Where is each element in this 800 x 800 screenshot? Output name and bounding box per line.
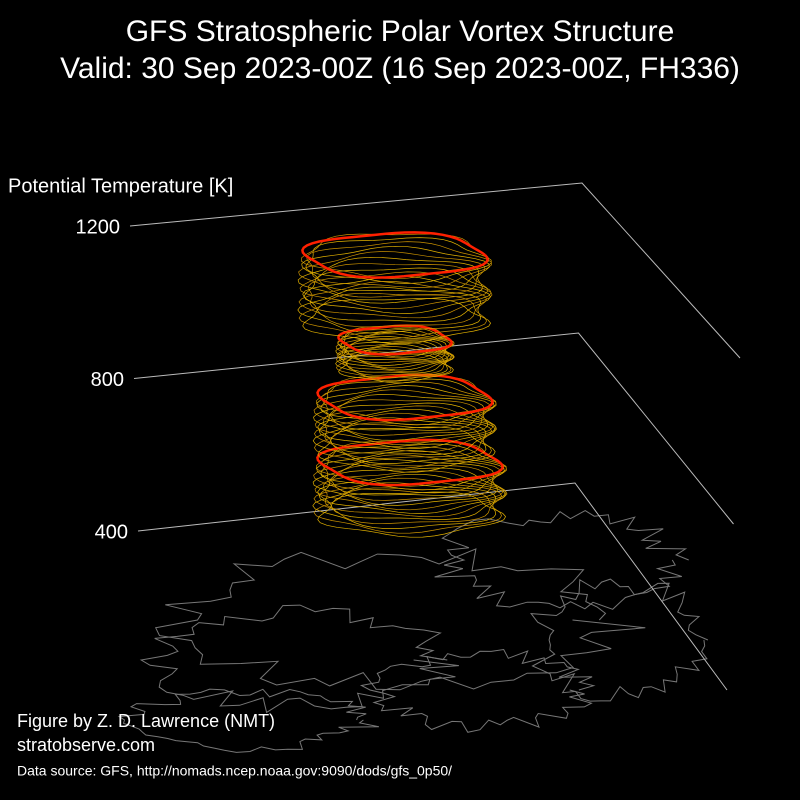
vortex-edge xyxy=(337,324,453,356)
vortex-contour xyxy=(313,487,503,534)
vortex-contour xyxy=(335,333,451,364)
vortex-contour xyxy=(313,394,488,441)
coastline xyxy=(434,510,689,610)
z-tick-label: 1200 xyxy=(76,216,121,238)
vortex-contour xyxy=(338,353,454,384)
vortex-contour xyxy=(301,245,490,292)
vortex-contour xyxy=(314,399,494,446)
vortex-contour xyxy=(298,251,486,298)
vortex-contour xyxy=(321,381,497,429)
grid-line xyxy=(133,332,734,525)
credit: Figure by Z. D. Lawrence (NMT) xyxy=(17,711,275,731)
vortex-contour xyxy=(312,417,487,464)
coastline xyxy=(530,578,709,702)
z-tick-label: 400 xyxy=(95,521,128,543)
z-axis-label: Potential Temperature [K] xyxy=(8,175,233,197)
vortex-edge xyxy=(316,373,494,422)
vortex-contour xyxy=(316,385,495,431)
vortex-contour xyxy=(336,338,453,369)
vortex-contour xyxy=(298,292,488,339)
vortex-contour xyxy=(302,276,491,322)
vortex-contour xyxy=(312,482,497,529)
coastlines xyxy=(117,510,709,753)
vortex-contour xyxy=(306,241,492,288)
vortex-contour xyxy=(297,256,483,304)
vortex-contour xyxy=(313,454,501,501)
chart-title: GFS Stratospheric Polar Vortex Structure xyxy=(126,15,675,48)
vortex-edge xyxy=(316,438,504,487)
coastline xyxy=(139,604,459,714)
vortex-contour xyxy=(313,422,492,469)
vortex-contour xyxy=(302,298,492,344)
coastline xyxy=(117,688,379,753)
vortex-contour xyxy=(323,470,508,518)
chart-subtitle: Valid: 30 Sep 2023-00Z (16 Sep 2023-00Z,… xyxy=(60,52,740,85)
vortex-contour xyxy=(303,267,492,314)
vortex-contour xyxy=(317,426,496,473)
vortex-contour xyxy=(322,405,498,453)
vortex-contour xyxy=(317,491,507,538)
grid-line xyxy=(137,482,728,691)
vortex-contour xyxy=(314,464,504,511)
grid-line xyxy=(129,182,741,359)
vortex-edge xyxy=(301,231,489,279)
vortex-contour xyxy=(313,389,491,436)
vortex-contour xyxy=(298,281,488,328)
vortex-contour xyxy=(335,351,452,382)
coastline xyxy=(154,548,646,691)
z-tick-label: 800 xyxy=(91,369,124,391)
vortex-contour xyxy=(312,459,498,506)
vortex-contour xyxy=(299,263,489,310)
axes: 400 800 1200 xyxy=(76,182,741,691)
data-source: Data source: GFS, http://nomads.ncep.noa… xyxy=(17,763,452,779)
credit: stratobserve.com xyxy=(17,735,155,755)
vortex xyxy=(297,231,508,538)
vortex-contour xyxy=(313,477,503,524)
vortex-contour xyxy=(335,335,449,366)
vortex-contour xyxy=(321,446,507,494)
coastline xyxy=(359,648,596,733)
vortex-contour xyxy=(341,342,455,373)
vortex-contour xyxy=(313,412,492,459)
vortex-contour xyxy=(340,329,455,359)
vortex-contour xyxy=(297,286,482,334)
